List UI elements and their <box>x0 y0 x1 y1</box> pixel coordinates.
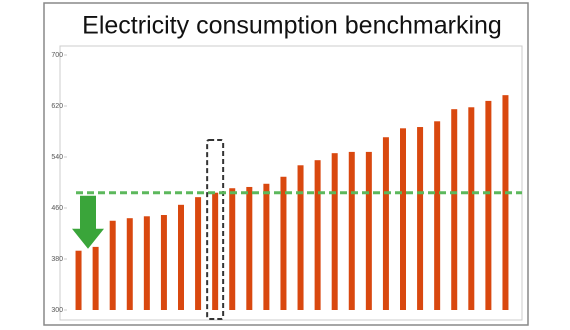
bar <box>280 176 287 310</box>
bar <box>160 215 167 310</box>
bar <box>502 95 509 310</box>
bar <box>297 165 304 310</box>
bar <box>263 183 270 310</box>
arrow <box>72 195 104 249</box>
bar <box>365 151 372 310</box>
bar <box>314 160 321 310</box>
bar <box>75 250 82 310</box>
bar <box>229 188 236 310</box>
bar <box>468 107 475 311</box>
bar <box>434 121 441 310</box>
bar <box>400 128 406 310</box>
y-tick-label: 620 <box>51 103 63 110</box>
y-tick-label: 700 <box>51 52 63 59</box>
bar <box>92 246 99 310</box>
y-tick-label: 460 <box>51 205 63 212</box>
bar <box>417 127 424 310</box>
bar <box>246 186 253 310</box>
bar <box>212 192 219 310</box>
bar <box>331 153 338 310</box>
chart-title: Electricity consumption benchmarking <box>82 12 502 40</box>
bar <box>348 151 355 310</box>
y-tick-label: 540 <box>51 154 63 161</box>
plot-area <box>59 45 523 321</box>
bar <box>109 220 116 310</box>
bar <box>382 137 389 310</box>
bar <box>143 216 150 310</box>
bar <box>195 197 202 310</box>
y-tick-label: 380 <box>51 256 63 263</box>
bar <box>485 100 492 311</box>
y-tick-label: 300 <box>51 307 63 314</box>
bar <box>178 204 184 310</box>
bar <box>451 109 458 310</box>
bar <box>126 218 133 310</box>
